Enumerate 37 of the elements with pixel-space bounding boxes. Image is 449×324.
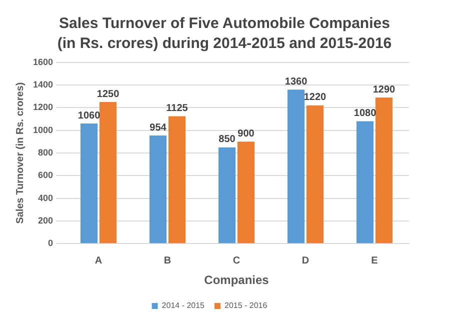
- data-label: 1250: [96, 88, 120, 100]
- y-tick-label: 800: [38, 147, 54, 158]
- bar: [218, 147, 236, 244]
- legend-label: 2014 - 2015: [162, 301, 206, 310]
- bar: [356, 121, 374, 244]
- y-tick-label: 1000: [32, 124, 54, 135]
- bar: [80, 124, 98, 244]
- y-axis-title: Sales Turnover (in Rs. crores): [14, 82, 26, 224]
- chart-title: Sales Turnover of Five Automobile Companies (in Rs. crores) during 2014-2015 and 2015-2016: [56, 14, 393, 54]
- y-tick-label: 400: [38, 192, 54, 203]
- y-tick-label: 200: [38, 215, 54, 226]
- y-tick-label: 600: [38, 170, 54, 180]
- data-label: 900: [238, 128, 255, 140]
- bar: [99, 102, 117, 244]
- bar: [149, 136, 167, 244]
- data-label: 1125: [166, 102, 188, 114]
- y-tick-label: 1400: [32, 80, 54, 90]
- bar: [306, 105, 324, 244]
- x-tick-label: D: [302, 255, 310, 266]
- x-tick-label: B: [164, 255, 172, 266]
- data-label: 1360: [284, 76, 308, 88]
- x-tick-label: E: [371, 255, 378, 266]
- y-tick-label: 1200: [32, 102, 54, 112]
- x-tick-label: C: [232, 255, 240, 266]
- bar: [287, 90, 305, 244]
- data-label: 1290: [372, 84, 396, 96]
- bar: [168, 116, 186, 244]
- x-axis-title: Companies: [204, 273, 270, 288]
- y-tick-label: 1600: [32, 56, 54, 67]
- data-label: 850: [218, 134, 236, 146]
- legend-label: 2015 - 2016: [224, 301, 268, 310]
- bar: [375, 98, 393, 244]
- y-tick-label: 0: [48, 238, 54, 248]
- bar: [237, 142, 255, 244]
- data-label: 954: [150, 122, 167, 134]
- x-tick-label: A: [94, 255, 102, 266]
- data-label: 1220: [304, 92, 327, 104]
